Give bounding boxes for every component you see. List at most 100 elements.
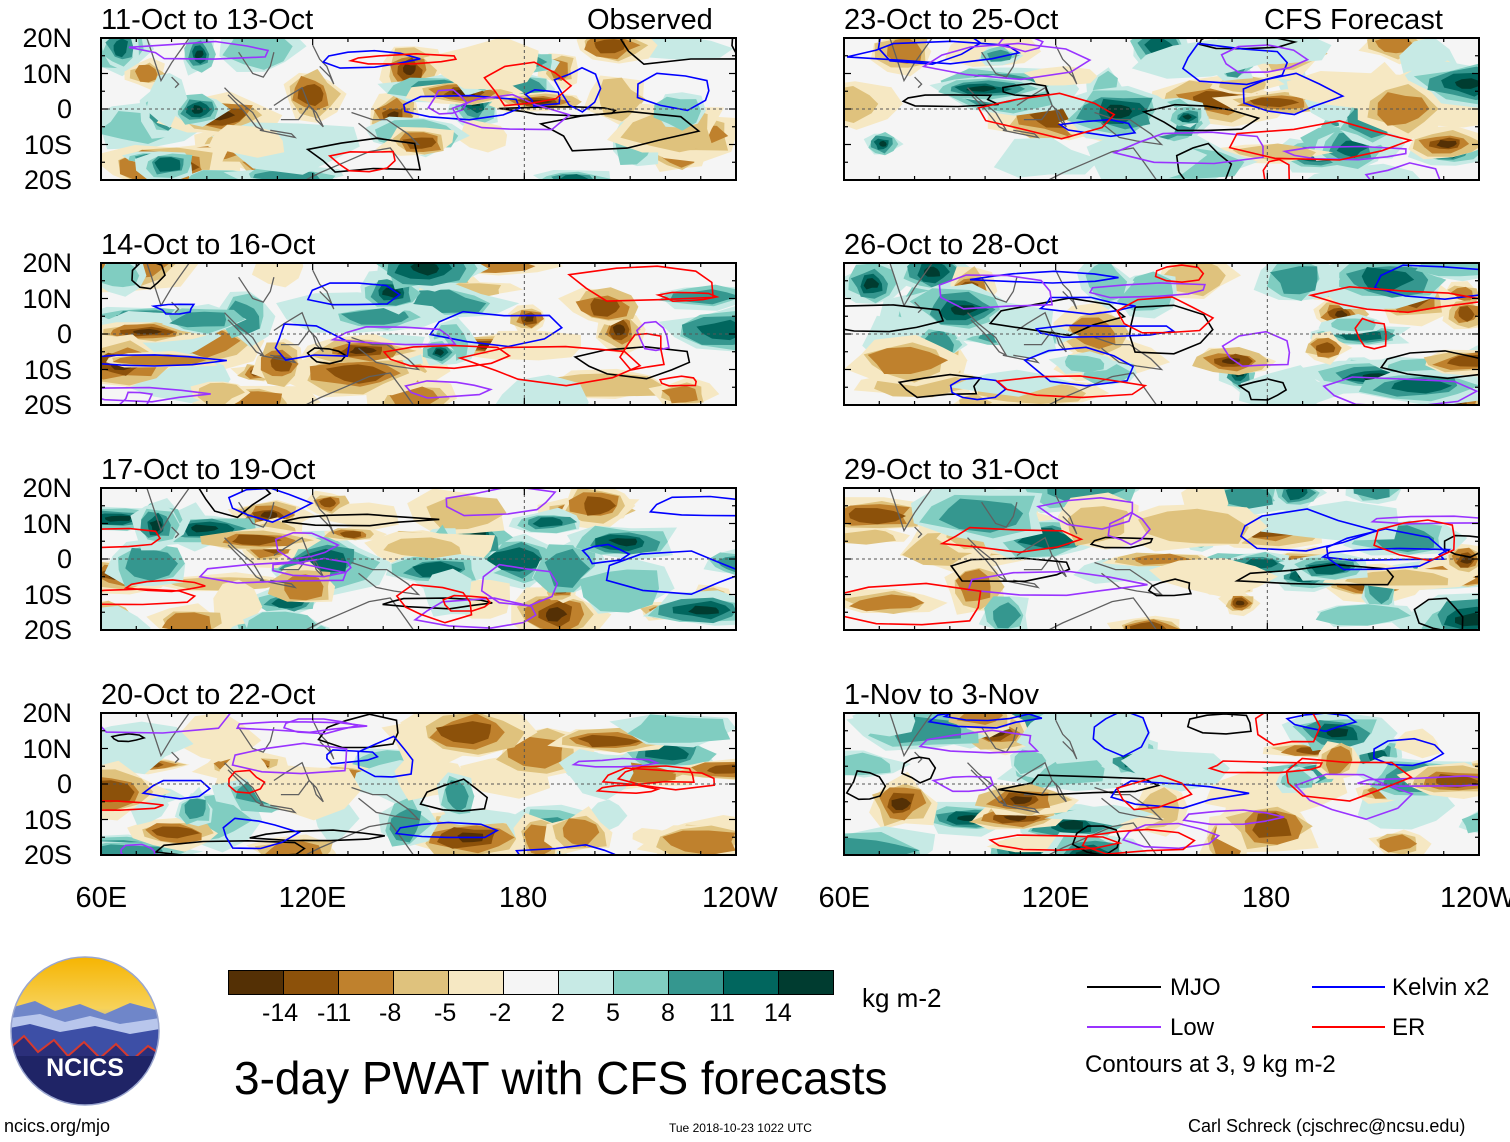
lat-tick-label: 10S <box>23 354 72 385</box>
pwat-anomaly-shade <box>146 73 188 128</box>
coastline <box>1016 86 1053 121</box>
wave-contour-low <box>272 557 352 578</box>
wave-contour-low <box>1281 145 1407 161</box>
lat-tick-label: 10S <box>23 804 72 835</box>
pwat-anomaly-shade <box>1238 365 1349 405</box>
lat-tick-label: 20S <box>23 615 72 645</box>
pwat-anomaly-shade <box>844 837 920 855</box>
pwat-anomaly-shade <box>627 714 731 743</box>
coastline <box>273 761 310 796</box>
wave-contour-kelvin <box>523 88 561 108</box>
pwat-anomaly-shade <box>263 841 323 855</box>
wave-contour-mjo <box>1071 825 1121 855</box>
pwat-anomaly-shade <box>891 797 911 811</box>
pwat-anomaly-shade <box>434 349 444 356</box>
panel-title-obs-4: 20-Oct to 22-Oct <box>101 679 316 711</box>
pwat-anomaly-shade <box>1067 506 1137 546</box>
wave-contour-er <box>1307 285 1479 314</box>
pwat-anomaly-shade <box>1016 713 1151 761</box>
wave-contour-kelvin <box>1372 737 1445 767</box>
pwat-anomaly-shade <box>1461 811 1479 834</box>
pwat-anomaly-shade <box>340 307 409 325</box>
pwat-anomaly-shade <box>557 174 589 180</box>
coastline <box>1055 44 1078 85</box>
coastline <box>981 51 1018 78</box>
wave-contour-mjo <box>1443 534 1479 559</box>
pwat-anomaly-shade <box>208 124 285 158</box>
pwat-anomaly-shade <box>867 346 949 374</box>
map-panel-observed-3 <box>100 487 737 631</box>
lat-tick-label: 10S <box>23 579 72 610</box>
pwat-anomaly-shade <box>653 96 701 131</box>
lat-tick-label: 0 <box>56 544 72 574</box>
coastline <box>259 129 297 139</box>
wave-contour-low <box>235 721 368 734</box>
pwat-anomaly-shade <box>661 385 698 404</box>
pwat-anomaly-shade <box>1057 820 1084 830</box>
wave-contour-kelvin <box>927 713 1043 729</box>
pwat-anomaly-shade <box>1105 104 1133 119</box>
colorbar-tick-label: -2 <box>489 999 512 1027</box>
wave-contour-low <box>931 775 994 793</box>
colorbar-swatch <box>228 970 284 995</box>
wave-contour-low <box>1111 131 1264 165</box>
wave-contour-mjo <box>1237 378 1288 401</box>
wave-contour-er <box>567 265 714 302</box>
coastline <box>1094 111 1164 146</box>
wave-contour-kelvin <box>1325 528 1449 571</box>
coastline <box>304 822 415 855</box>
wave-contour-low <box>330 325 457 346</box>
wave-contour-low <box>571 757 661 768</box>
wave-contour-mjo <box>1234 563 1395 586</box>
panel-title-fc-2: 26-Oct to 28-Oct <box>844 229 1059 261</box>
wave-contour-low <box>274 531 340 561</box>
pwat-anomaly-shade <box>688 605 719 615</box>
wave-contour-kelvin <box>1038 296 1136 316</box>
wave-contour-mjo <box>619 38 736 66</box>
coastline <box>1002 129 1040 139</box>
pwat-anomaly-shade <box>579 569 659 613</box>
coastline <box>224 537 265 582</box>
pwat-anomaly-shade <box>1454 78 1479 89</box>
wave-contour-low <box>918 729 1040 754</box>
pwat-anomaly-shade <box>1315 342 1336 353</box>
pwat-anomaly-shade <box>484 330 582 361</box>
panel-title-obs-2: 14-Oct to 16-Oct <box>101 229 316 261</box>
wave-contour-mjo <box>1002 82 1051 98</box>
wave-contour-kelvin <box>306 282 401 306</box>
wave-contour-er <box>1254 713 1321 746</box>
wave-contour-low <box>120 843 156 855</box>
coastline <box>224 87 265 132</box>
wave-contour-er <box>619 332 665 371</box>
legend-label-kelvin: Kelvin x2 <box>1392 974 1490 1001</box>
coastline <box>273 536 310 571</box>
wave-contour-low <box>921 42 1092 81</box>
lat-tick-label: 20N <box>22 23 72 53</box>
lat-tick-label: 20S <box>23 840 72 870</box>
wave-contour-mjo <box>897 373 982 399</box>
pwat-anomaly-shade <box>1085 263 1128 302</box>
pwat-anomaly-shade <box>608 538 638 547</box>
pwat-anomaly-shade <box>458 118 508 153</box>
wave-contour-kelvin <box>846 40 1022 65</box>
pwat-anomaly-shade <box>1129 621 1167 630</box>
pwat-anomaly-shade <box>1344 569 1449 586</box>
wave-contour-low <box>938 274 1054 310</box>
pwat-anomaly-shade <box>532 517 563 528</box>
legend-lines <box>1087 986 1385 1028</box>
pwat-anomaly-shade <box>590 298 620 317</box>
pwat-anomaly-shade <box>410 263 440 276</box>
pwat-anomaly-shade <box>956 713 1003 725</box>
wave-contour-mjo <box>949 557 1071 583</box>
wave-contour-er <box>616 765 695 786</box>
pwat-anomaly-shade <box>101 605 151 630</box>
wave-contour-mjo <box>153 839 306 855</box>
pwat-anomaly-shade <box>184 798 206 820</box>
wave-contour-low <box>1107 511 1152 546</box>
pwat-anomaly-shade <box>402 63 416 76</box>
pwat-anomaly-shade <box>194 50 204 60</box>
wave-contour-kelvin <box>1239 508 1380 552</box>
wave-contour-er <box>327 150 396 173</box>
lon-tick-label: 120E <box>278 882 347 914</box>
column-label-cfs-forecast: CFS Forecast <box>1264 4 1443 36</box>
